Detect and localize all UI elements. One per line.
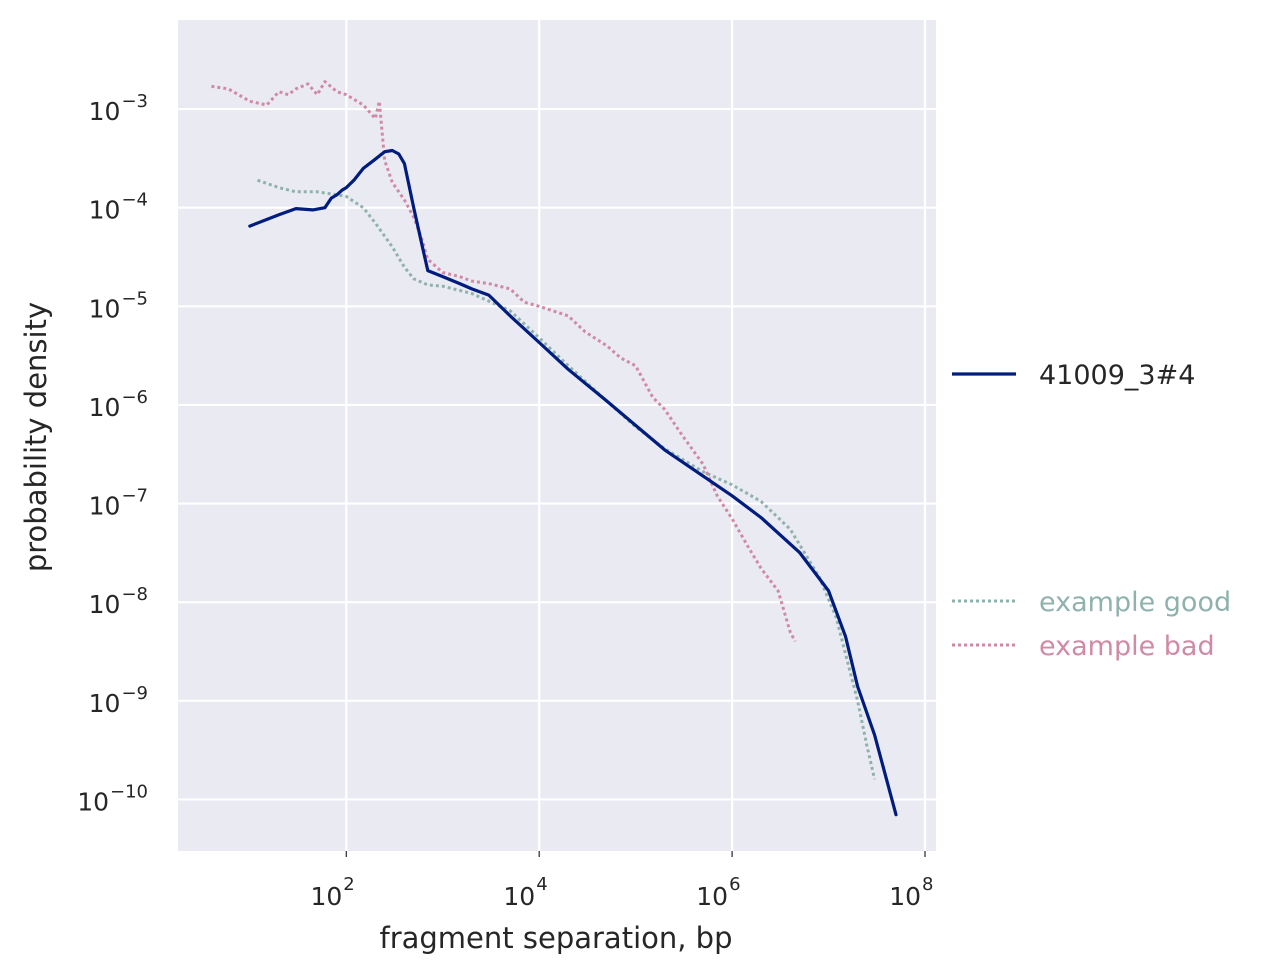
grid [178,20,936,857]
plot-area [178,20,936,851]
y-tick-exponent: −4 [121,190,148,211]
x-axis-title: fragment separation, bp [380,921,733,955]
legend-label-series-2: example good [1039,587,1231,618]
legend-label-series-1: 41009_3#4 [1039,360,1195,391]
y-tick-label-6: −910 [89,683,148,718]
x-tick-label-3: 10 8 [889,874,933,911]
y-tick-label-4: −710 [89,486,148,521]
x-tick-exponent: 8 [922,874,933,895]
x-tick-label-1: 10 4 [503,874,547,911]
y-tick-label-0: −310 [89,91,148,126]
y-tick-base: 10 [89,393,121,422]
legend-label-series-3: example bad [1039,631,1215,662]
y-tick-base: 10 [89,492,121,521]
y-tick-label-5: −810 [89,584,148,619]
y-tick-exponent: −6 [121,387,148,408]
y-tick-exponent: −9 [121,683,148,704]
y-tick-exponent: −7 [121,486,148,507]
x-tick-label-2: 10 6 [696,874,740,911]
y-tick-base: 10 [89,689,121,718]
x-tick-labels: 10 2 10 4 10 6 10 8 [310,874,933,911]
series-line-1 [248,148,898,817]
y-tick-exponent: −3 [121,91,148,112]
y-axis-title: probability density [19,302,53,572]
x-tick-base: 10 [696,882,728,911]
x-tick-exponent: 4 [536,874,547,895]
y-tick-label-3: −610 [89,387,148,422]
legend: 41009_3#4 example good example bad [952,360,1231,662]
x-tick-label-0: 10 2 [310,874,354,911]
y-tick-exponent: −10 [110,781,148,802]
y-tick-base: 10 [89,294,121,323]
x-tick-exponent: 2 [343,874,354,895]
x-tick-base: 10 [310,882,342,911]
series-lines [211,80,898,817]
x-tick-exponent: 6 [729,874,740,895]
x-tick-base: 10 [889,882,921,911]
y-tick-label-1: −410 [89,190,148,225]
y-tick-base: 10 [89,590,121,619]
y-tick-exponent: −8 [121,584,148,605]
y-tick-base: 10 [77,787,109,816]
y-tick-base: 10 [89,196,121,225]
x-tick-base: 10 [503,882,535,911]
y-tick-base: 10 [89,97,121,126]
y-tick-label-2: −510 [89,288,148,323]
y-tick-exponent: −5 [121,288,148,309]
